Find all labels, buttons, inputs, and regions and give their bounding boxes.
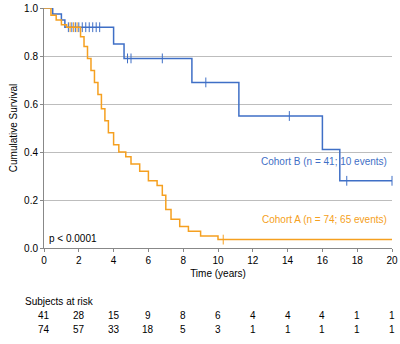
svg-text:33: 33 xyxy=(108,324,120,335)
svg-text:1: 1 xyxy=(354,324,360,335)
svg-text:6: 6 xyxy=(146,255,152,266)
svg-text:Time (years): Time (years) xyxy=(190,268,246,279)
svg-text:0.6: 0.6 xyxy=(24,99,38,110)
svg-text:0.8: 0.8 xyxy=(24,51,38,62)
svg-text:4: 4 xyxy=(111,255,117,266)
svg-text:15: 15 xyxy=(108,310,120,321)
svg-text:3: 3 xyxy=(215,324,221,335)
svg-text:12: 12 xyxy=(247,255,259,266)
svg-text:0.0: 0.0 xyxy=(24,243,38,254)
svg-text:4: 4 xyxy=(250,310,256,321)
svg-text:4: 4 xyxy=(285,310,291,321)
svg-text:74: 74 xyxy=(38,324,50,335)
svg-text:Subjects at risk: Subjects at risk xyxy=(25,296,94,307)
svg-text:57: 57 xyxy=(73,324,85,335)
svg-text:6: 6 xyxy=(215,310,221,321)
svg-text:1.0: 1.0 xyxy=(24,3,38,14)
svg-text:1: 1 xyxy=(319,324,325,335)
svg-text:0: 0 xyxy=(41,255,47,266)
svg-text:0.2: 0.2 xyxy=(24,195,38,206)
svg-text:1: 1 xyxy=(250,324,256,335)
svg-text:8: 8 xyxy=(180,255,186,266)
svg-text:16: 16 xyxy=(317,255,329,266)
svg-text:4: 4 xyxy=(319,310,325,321)
svg-text:Cohort B (n = 41; 10 events): Cohort B (n = 41; 10 events) xyxy=(261,156,387,167)
svg-text:18: 18 xyxy=(352,255,364,266)
svg-text:1: 1 xyxy=(389,310,395,321)
svg-text:p < 0.0001: p < 0.0001 xyxy=(49,233,97,244)
svg-text:41: 41 xyxy=(38,310,50,321)
svg-text:9: 9 xyxy=(145,310,151,321)
svg-text:8: 8 xyxy=(180,310,186,321)
svg-text:1: 1 xyxy=(285,324,291,335)
svg-text:Cumulative Survival: Cumulative Survival xyxy=(8,84,19,172)
svg-text:0.4: 0.4 xyxy=(24,147,38,158)
svg-text:20: 20 xyxy=(386,255,398,266)
svg-text:2: 2 xyxy=(76,255,82,266)
svg-text:1: 1 xyxy=(389,324,395,335)
svg-text:18: 18 xyxy=(142,324,154,335)
svg-text:5: 5 xyxy=(180,324,186,335)
svg-text:1: 1 xyxy=(354,310,360,321)
svg-text:10: 10 xyxy=(212,255,224,266)
svg-text:28: 28 xyxy=(73,310,85,321)
svg-text:Cohort A (n = 74; 65 events): Cohort A (n = 74; 65 events) xyxy=(262,214,387,225)
svg-text:14: 14 xyxy=(282,255,294,266)
